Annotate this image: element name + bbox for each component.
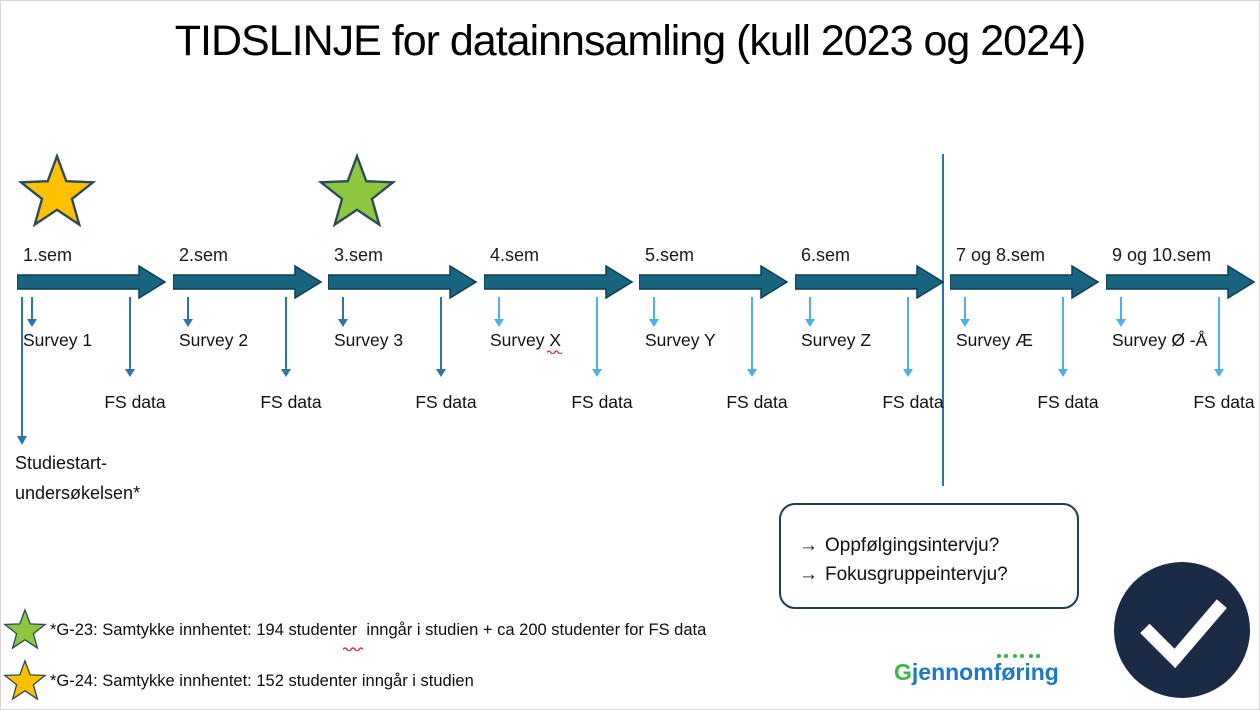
survey-label: Survey 2 (179, 330, 249, 350)
timeline-segment: 5.sem Survey Y FS data (639, 245, 795, 425)
semester-label: 3.sem (334, 245, 384, 265)
spellcheck-squiggle (547, 350, 562, 354)
callout-line: → Oppfølgingsintervju? (799, 535, 1000, 556)
timeline-segment: 2.sem Survey 2 FS data (173, 245, 329, 425)
survey-down-arrow-icon (1116, 297, 1126, 327)
footnote-text: *G-24: Samtykke innhentet: 152 studenter… (50, 672, 474, 690)
timeline-arrow-icon (950, 265, 1100, 299)
fs-data-label: FS data (260, 392, 322, 412)
timeline-divider-line (942, 154, 944, 486)
survey-down-arrow-icon (183, 297, 193, 327)
fs-data-down-arrow-icon (436, 297, 446, 377)
studiestart-down-arrow-icon (16, 297, 27, 445)
fs-data-label: FS data (415, 392, 477, 412)
timeline-segment: 4.sem Survey X FS data (484, 245, 640, 425)
fs-data-label: FS data (1037, 392, 1099, 412)
semester-label: 1.sem (23, 245, 73, 265)
gjennomforing-logo: Gjennomføring (894, 654, 1059, 686)
spellcheck-squiggle (343, 647, 363, 651)
fs-data-label: FS data (882, 392, 944, 412)
semester-label: 9 og 10.sem (1112, 245, 1212, 265)
studiestart-label: Studiestart- undersøkelsen* (15, 453, 141, 503)
survey-label: Survey 1 (23, 330, 93, 350)
semester-label: 4.sem (490, 245, 540, 265)
timeline-arrow-icon (1106, 265, 1256, 299)
fs-data-down-arrow-icon (281, 297, 291, 377)
yellow-star-icon (17, 153, 97, 228)
survey-label: Survey X (490, 330, 562, 354)
callout-line: → Fokusgruppeintervju? (799, 564, 1008, 585)
semester-label: 6.sem (801, 245, 851, 265)
fs-data-label: FS data (726, 392, 788, 412)
checkmark-circle-icon (1114, 562, 1250, 698)
footnote-text: *G-23: Samtykke innhentet: 194 studenter… (50, 621, 707, 639)
interview-callout-box: → Oppfølgingsintervju? → Fokusgruppeinterv… (779, 503, 1079, 609)
fs-data-label: FS data (104, 392, 166, 412)
survey-down-arrow-icon (649, 297, 659, 327)
timeline-segment: 6.sem Survey Z FS data (795, 245, 951, 425)
timeline-arrow-icon (17, 265, 167, 299)
fs-data-label: FS data (571, 392, 633, 412)
timeline-arrow-icon (484, 265, 634, 299)
yellow-star-icon (3, 659, 47, 701)
survey-label: Survey Y (645, 330, 716, 350)
survey-down-arrow-icon (27, 297, 37, 327)
semester-label: 5.sem (645, 245, 695, 265)
timeline-arrow-icon (795, 265, 945, 299)
survey-down-arrow-icon (960, 297, 970, 327)
semester-label: 2.sem (179, 245, 229, 265)
fs-data-down-arrow-icon (1214, 297, 1224, 377)
fs-data-down-arrow-icon (903, 297, 913, 377)
right-arrow-icon: → (799, 564, 818, 585)
semester-label: 7 og 8.sem (956, 245, 1046, 265)
timeline-arrow-icon (328, 265, 478, 299)
slide-title: TIDSLINJE for datainnsamling (kull 2023 … (174, 17, 1086, 65)
survey-down-arrow-icon (805, 297, 815, 327)
fs-data-down-arrow-icon (592, 297, 602, 377)
green-star-icon (317, 153, 397, 228)
green-star-icon (3, 608, 47, 650)
timeline-arrow-icon (639, 265, 789, 299)
right-arrow-icon: → (799, 535, 818, 556)
survey-label: Survey Ø -Å (1112, 330, 1208, 350)
timeline-segment: 1.sem Survey 1 FS data (17, 245, 173, 425)
survey-label: Survey Z (801, 330, 872, 350)
timeline-segment: 3.sem Survey 3 FS data (328, 245, 484, 425)
survey-label: Survey 3 (334, 330, 404, 350)
fs-data-label: FS data (1193, 392, 1255, 412)
fs-data-down-arrow-icon (1058, 297, 1068, 377)
timeline-arrow-icon (173, 265, 323, 299)
survey-down-arrow-icon (338, 297, 348, 327)
timeline-segment: 7 og 8.sem Survey Æ FS data (950, 245, 1106, 425)
survey-down-arrow-icon (494, 297, 504, 327)
fs-data-down-arrow-icon (125, 297, 135, 377)
timeline-segment: 9 og 10.sem Survey Ø -Å FS data (1106, 245, 1259, 425)
survey-label: Survey Æ (956, 330, 1033, 350)
fs-data-down-arrow-icon (747, 297, 757, 377)
